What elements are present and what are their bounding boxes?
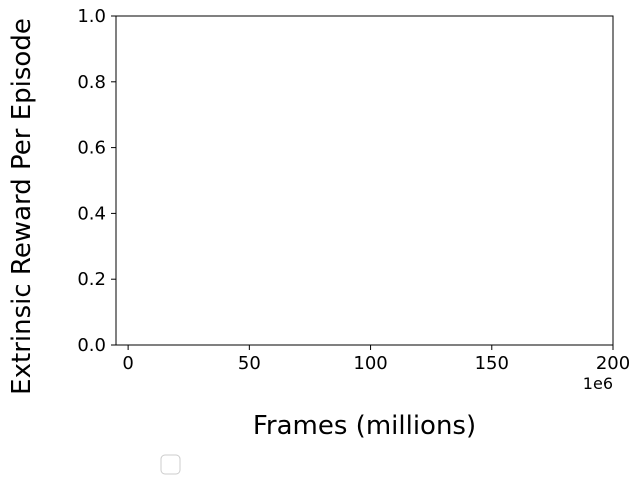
y-tick-label: 0.6	[77, 138, 106, 159]
x-tick-label: 50	[238, 353, 261, 374]
x-tick-label: 0	[122, 353, 133, 374]
y-tick-label: 0.8	[77, 72, 106, 93]
y-axis-title: Extrinsic Reward Per Episode	[7, 18, 37, 395]
legend-box	[160, 454, 181, 475]
x-axis-ticks: 0 50 100 150 200	[122, 345, 630, 374]
y-tick-label: 0.0	[77, 335, 106, 356]
y-tick-label: 0.2	[77, 269, 106, 290]
x-axis-title: Frames (millions)	[253, 411, 476, 441]
x-axis-offset-label: 1e6	[583, 374, 613, 393]
y-tick-label: 1.0	[77, 6, 106, 27]
plot-frame	[115, 15, 614, 346]
plot-area	[115, 15, 614, 346]
x-tick-label: 100	[353, 353, 387, 374]
x-tick-label: 150	[475, 353, 509, 374]
x-tick-label: 200	[596, 353, 630, 374]
y-axis-ticks: 0.0 0.2 0.4 0.6 0.8 1.0	[77, 6, 116, 356]
y-tick-label: 0.4	[77, 203, 106, 224]
